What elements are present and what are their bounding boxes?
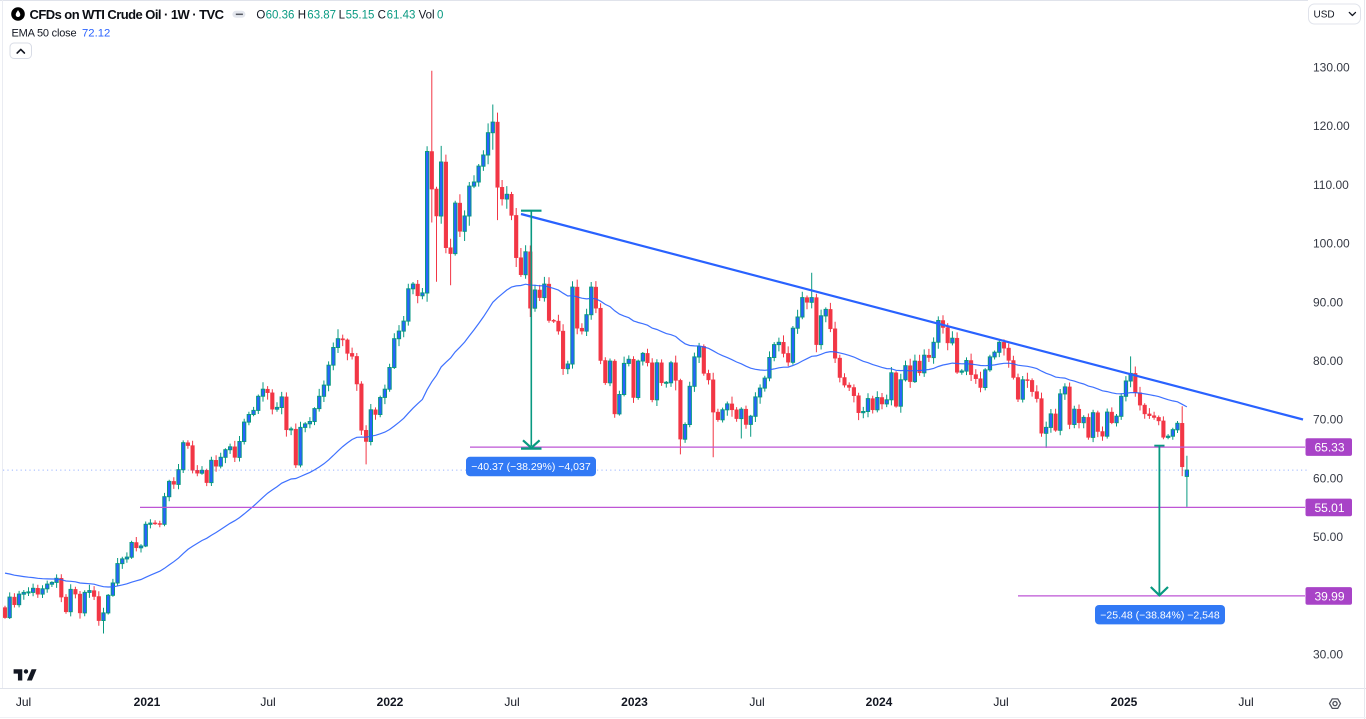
svg-text:80.00: 80.00 xyxy=(1313,354,1343,368)
svg-text:Jul: Jul xyxy=(749,695,764,709)
svg-text:CFDs on WTI Crude Oil · 1W · T: CFDs on WTI Crude Oil · 1W · TVC xyxy=(30,7,225,22)
svg-text:2025: 2025 xyxy=(1111,695,1138,709)
svg-text:72.12: 72.12 xyxy=(82,28,110,40)
svg-text:USD: USD xyxy=(1314,10,1335,21)
svg-text:Jul: Jul xyxy=(1238,695,1253,709)
svg-text:50.00: 50.00 xyxy=(1313,530,1343,544)
svg-text:65.33: 65.33 xyxy=(1314,441,1344,455)
svg-text:100.00: 100.00 xyxy=(1313,237,1350,251)
svg-text:2021: 2021 xyxy=(134,695,161,709)
svg-text:2023: 2023 xyxy=(621,695,648,709)
svg-text:55.15: 55.15 xyxy=(346,10,375,22)
svg-text:−25.48 (−38.84%) −2,548: −25.48 (−38.84%) −2,548 xyxy=(1100,609,1220,621)
svg-text:2022: 2022 xyxy=(377,695,404,709)
svg-text:EMA 50 close: EMA 50 close xyxy=(12,28,77,40)
svg-text:2024: 2024 xyxy=(866,695,893,709)
svg-text:39.99: 39.99 xyxy=(1314,589,1344,603)
svg-text:Jul: Jul xyxy=(504,695,519,709)
svg-text:130.00: 130.00 xyxy=(1313,61,1350,75)
svg-text:63.87: 63.87 xyxy=(307,10,336,22)
svg-text:L: L xyxy=(339,10,346,22)
svg-text:Vol: Vol xyxy=(419,10,435,22)
svg-text:70.00: 70.00 xyxy=(1313,413,1343,427)
svg-text:120.00: 120.00 xyxy=(1313,119,1350,133)
svg-text:90.00: 90.00 xyxy=(1313,295,1343,309)
svg-text:−40.37 (−38.29%) −4,037: −40.37 (−38.29%) −4,037 xyxy=(471,461,591,473)
svg-text:60.00: 60.00 xyxy=(1313,471,1343,485)
svg-text:Jul: Jul xyxy=(260,695,275,709)
svg-text:C: C xyxy=(378,10,386,22)
svg-text:30.00: 30.00 xyxy=(1313,648,1343,662)
svg-text:60.36: 60.36 xyxy=(266,10,295,22)
svg-text:H: H xyxy=(298,10,306,22)
svg-text:Jul: Jul xyxy=(993,695,1008,709)
svg-text:0: 0 xyxy=(437,10,443,22)
svg-text:O: O xyxy=(256,10,265,22)
svg-text:110.00: 110.00 xyxy=(1313,178,1349,192)
svg-text:Jul: Jul xyxy=(16,695,31,709)
svg-text:61.43: 61.43 xyxy=(387,10,416,22)
svg-text:55.01: 55.01 xyxy=(1314,501,1344,515)
